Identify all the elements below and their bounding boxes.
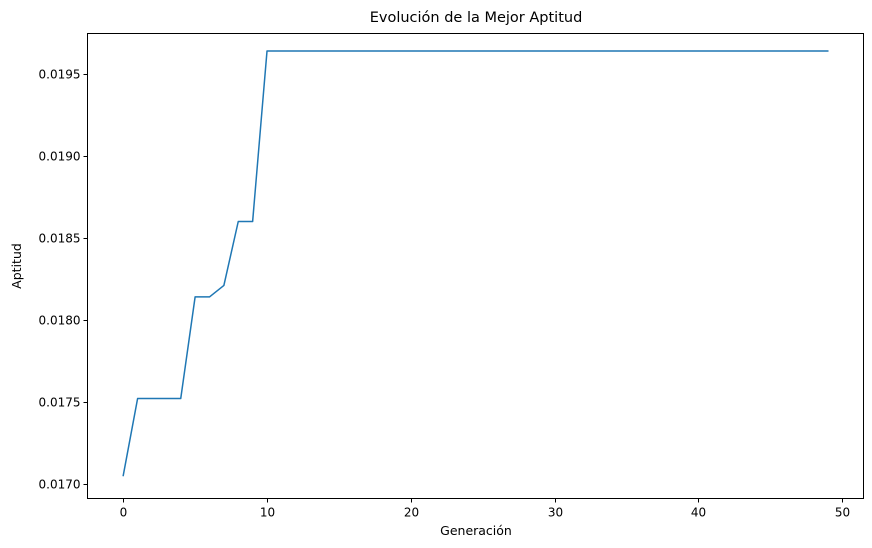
chart-title: Evolución de la Mejor Aptitud xyxy=(370,10,583,26)
x-tick-label: 0 xyxy=(120,506,128,520)
x-tick-label: 20 xyxy=(404,506,419,520)
x-tick-label: 30 xyxy=(548,506,563,520)
y-tick-label: 0.0175 xyxy=(39,396,81,410)
series-line-0 xyxy=(122,50,829,477)
x-tick-label: 10 xyxy=(260,506,275,520)
y-tick-label: 0.0190 xyxy=(39,150,81,164)
y-tick-label: 0.0180 xyxy=(39,314,81,328)
x-tick-label: 40 xyxy=(691,506,706,520)
x-tick-label: 50 xyxy=(835,506,850,520)
y-tick-label: 0.0170 xyxy=(39,478,81,492)
x-axis-label: Generación xyxy=(440,523,512,538)
plot-frame xyxy=(87,33,864,499)
y-axis-label: Aptitud xyxy=(9,243,24,289)
y-tick-label: 0.0185 xyxy=(39,232,81,246)
y-tick-label: 0.0195 xyxy=(39,68,81,82)
